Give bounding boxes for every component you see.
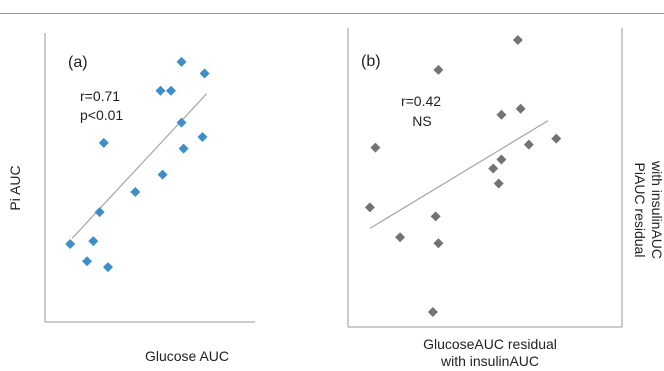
panel-a-trend-line <box>71 93 208 239</box>
panel-a-y-axis-title: Pi AUC <box>7 165 23 210</box>
panel-a-point-9 <box>155 85 166 96</box>
panel-b-point-2 <box>370 142 381 153</box>
panel-b-point-9 <box>496 154 507 165</box>
panel-b-point-5 <box>430 211 441 222</box>
panel-b-annotation-r: r=0.42 <box>401 93 441 109</box>
panel-b-point-11 <box>496 109 507 120</box>
panel-a-point-11 <box>176 117 187 128</box>
panel-b-trend-line <box>369 120 549 229</box>
panel-a-point-2 <box>82 256 92 267</box>
top-divider <box>0 13 664 14</box>
panel-a: (a) r=0.71 p<0.01 Glucose AUC Pi AUC <box>7 33 255 364</box>
panel-a-x-axis-title: Glucose AUC <box>145 348 229 364</box>
panel-a-point-14 <box>199 68 210 79</box>
panel-a-point-5 <box>94 207 105 218</box>
panel-a-point-12 <box>176 56 187 67</box>
panel-b-point-6 <box>433 238 444 249</box>
panel-b-point-8 <box>488 163 499 174</box>
panel-b-point-15 <box>512 34 523 45</box>
panel-a-points <box>65 56 210 273</box>
panel-a-annotation-r: r=0.71 <box>80 88 120 104</box>
panel-b-point-10 <box>493 178 504 189</box>
panel-b-point-14 <box>551 133 562 144</box>
panel-b-y-axis-title-line2: with insulinAUC <box>649 160 664 259</box>
panel-a-point-3 <box>103 262 113 273</box>
panel-b-label: (b) <box>361 53 381 70</box>
panel-b-point-4 <box>433 64 444 75</box>
panel-a-point-6 <box>98 137 109 148</box>
panel-b-point-12 <box>515 103 526 114</box>
panel-a-point-4 <box>88 236 99 247</box>
panel-a-annotation-p: p<0.01 <box>80 107 123 123</box>
panel-b-point-1 <box>364 202 375 213</box>
panel-a-point-8 <box>157 169 168 180</box>
panel-b-y-axis-title-line1: PiAUC residual <box>632 163 648 258</box>
panel-b: (b) r=0.42 NS GlucoseAUC residual with i… <box>347 28 664 369</box>
panel-b-annotation-ns: NS <box>412 113 431 129</box>
panel-b-point-3 <box>395 232 406 243</box>
panel-a-label: (a) <box>68 54 88 71</box>
panel-b-x-axis-title-line1: GlucoseAUC residual <box>423 336 557 352</box>
panel-a-point-10 <box>166 85 176 96</box>
panel-a-point-13 <box>178 143 189 154</box>
panel-b-point-13 <box>523 139 534 150</box>
panel-b-x-axis-title-line2: with insulinAUC <box>440 353 539 369</box>
panel-a-point-1 <box>65 238 76 249</box>
panel-b-points <box>364 34 562 318</box>
panel-a-point-15 <box>197 132 208 143</box>
panel-a-point-7 <box>130 186 141 197</box>
panel-b-point-7 <box>427 307 438 318</box>
